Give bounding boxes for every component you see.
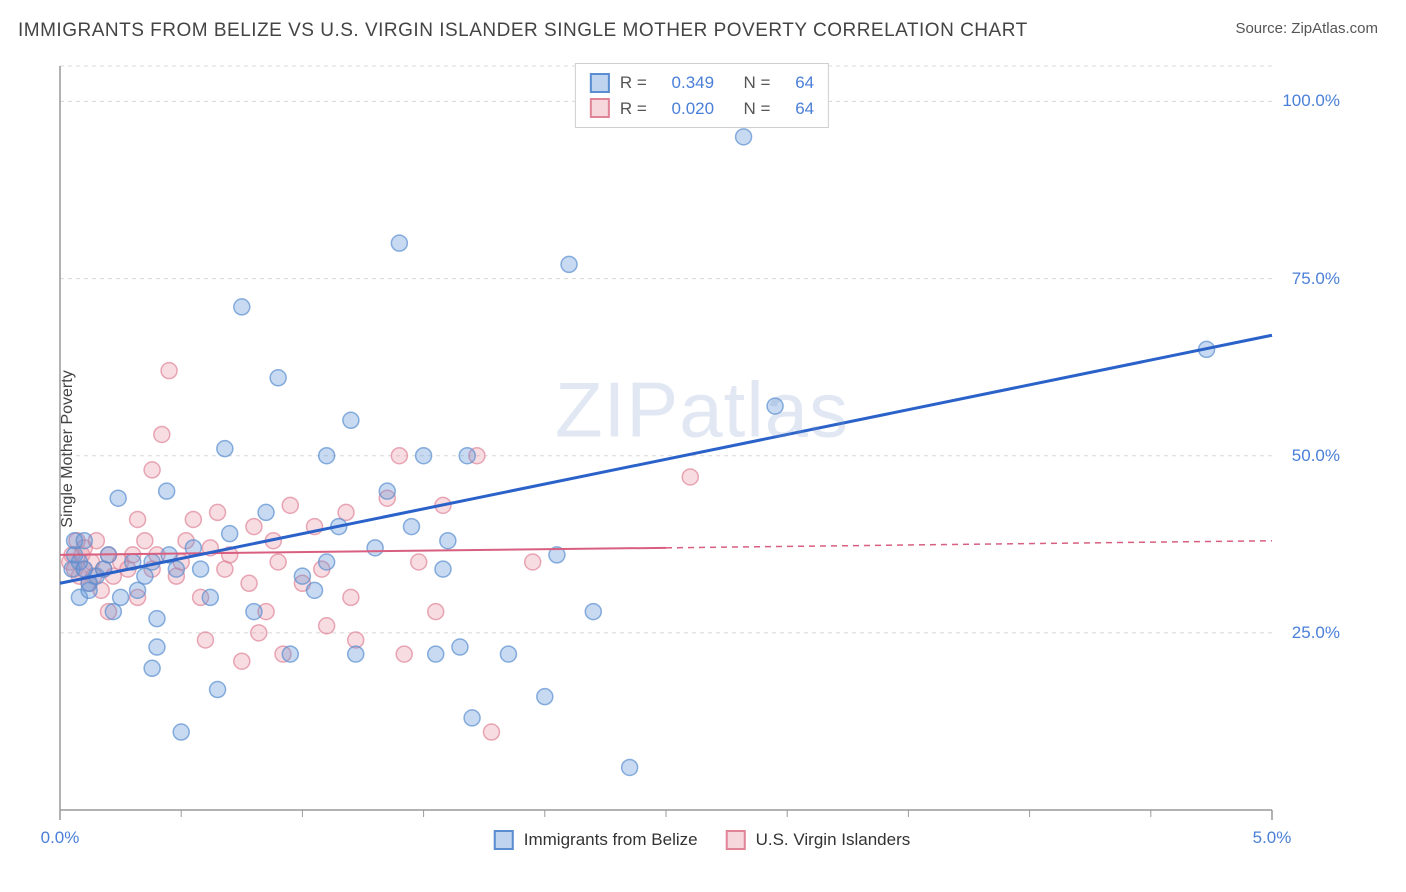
y-tick-label: 100.0% xyxy=(1282,91,1340,111)
chart-area: Single Mother Poverty ZIPatlas R = 0.349… xyxy=(52,60,1352,820)
x-tick-label: 0.0% xyxy=(41,828,80,848)
legend-label-1: Immigrants from Belize xyxy=(524,830,698,850)
scatter-plot xyxy=(52,60,1352,820)
legend-swatch-2 xyxy=(590,98,610,118)
chart-title: IMMIGRANTS FROM BELIZE VS U.S. VIRGIN IS… xyxy=(18,20,1028,42)
legend-item-2: U.S. Virgin Islanders xyxy=(726,830,911,850)
legend-label-2: U.S. Virgin Islanders xyxy=(756,830,911,850)
legend-row-1: R = 0.349 N = 64 xyxy=(590,70,814,96)
legend-swatch-usvi xyxy=(726,830,746,850)
x-tick-label: 5.0% xyxy=(1253,828,1292,848)
legend-item-1: Immigrants from Belize xyxy=(494,830,698,850)
series-legend: Immigrants from Belize U.S. Virgin Islan… xyxy=(494,830,910,850)
y-tick-label: 50.0% xyxy=(1292,446,1340,466)
y-tick-label: 75.0% xyxy=(1292,269,1340,289)
y-tick-label: 25.0% xyxy=(1292,623,1340,643)
chart-source: Source: ZipAtlas.com xyxy=(1235,20,1378,37)
legend-swatch-1 xyxy=(590,73,610,93)
legend-row-2: R = 0.020 N = 64 xyxy=(590,96,814,122)
correlation-legend: R = 0.349 N = 64 R = 0.020 N = 64 xyxy=(575,63,829,128)
legend-swatch-belize xyxy=(494,830,514,850)
